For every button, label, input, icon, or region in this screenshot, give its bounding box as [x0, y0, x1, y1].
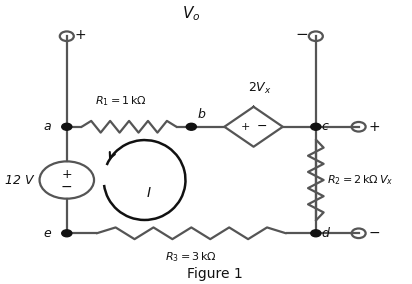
- Text: $R_2 = 2\,\mathrm{k}\Omega\,V_x$: $R_2 = 2\,\mathrm{k}\Omega\,V_x$: [327, 173, 393, 187]
- Text: d: d: [322, 227, 330, 240]
- Text: $2V_x$: $2V_x$: [248, 81, 271, 96]
- Text: Figure 1: Figure 1: [187, 267, 243, 281]
- Text: −: −: [296, 27, 309, 42]
- Circle shape: [62, 123, 72, 130]
- Text: $V_o$: $V_o$: [182, 4, 201, 23]
- Text: b: b: [197, 108, 205, 121]
- Text: −: −: [368, 226, 380, 240]
- Circle shape: [186, 123, 197, 130]
- Circle shape: [311, 230, 321, 237]
- Text: 12 V: 12 V: [5, 174, 34, 187]
- Text: a: a: [44, 120, 51, 133]
- Text: −: −: [61, 180, 73, 194]
- Text: $R_3 = 3\,\mathrm{k}\Omega$: $R_3 = 3\,\mathrm{k}\Omega$: [165, 250, 217, 264]
- Text: +: +: [75, 28, 86, 42]
- Text: c: c: [322, 120, 328, 133]
- Text: +: +: [368, 120, 380, 134]
- Text: e: e: [44, 227, 51, 240]
- Text: +: +: [240, 122, 250, 132]
- Circle shape: [62, 230, 72, 237]
- Text: $R_1 = 1\,\mathrm{k}\Omega$: $R_1 = 1\,\mathrm{k}\Omega$: [95, 94, 147, 108]
- Circle shape: [311, 123, 321, 130]
- Text: −: −: [257, 120, 267, 133]
- Text: $I$: $I$: [146, 186, 151, 200]
- Text: +: +: [61, 168, 72, 181]
